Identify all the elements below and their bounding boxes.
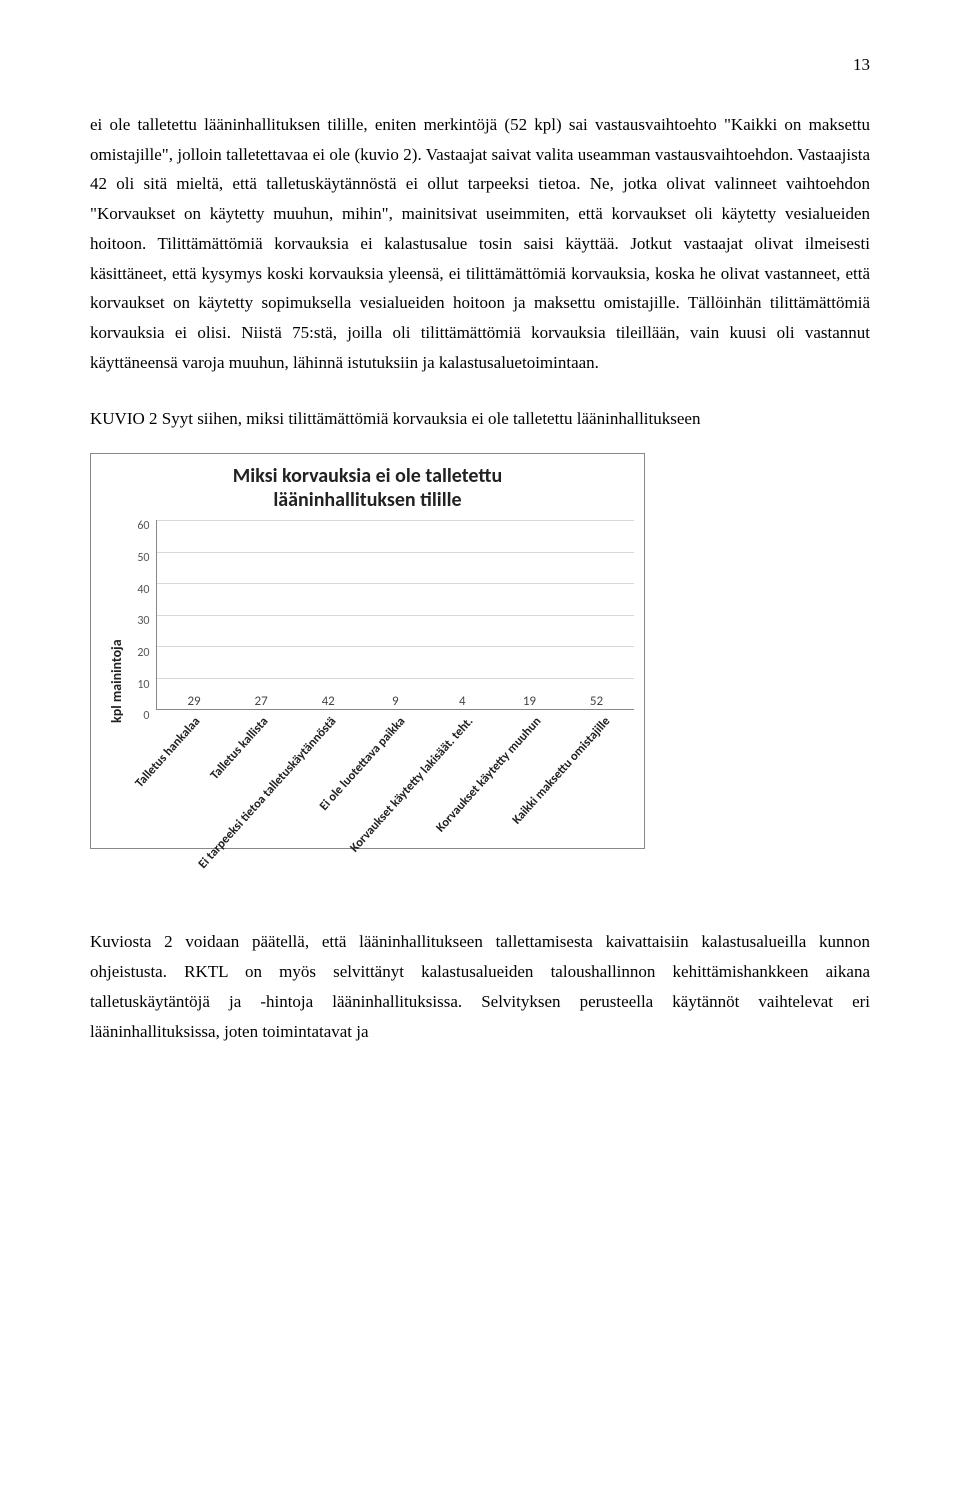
page-number: 13 (90, 50, 870, 80)
x-ticks: Talletus hankalaaTalletus kallistaEi tar… (130, 712, 635, 842)
x-tick-label: Talletus hankalaa (130, 712, 206, 793)
paragraph-1: ei ole talletettu lääninhallituksen tili… (90, 110, 870, 378)
bar-value-label: 29 (173, 691, 215, 714)
bar-value-label: 19 (508, 691, 550, 714)
bars-region: 292742941952 (156, 520, 635, 710)
bar-value-label: 4 (441, 691, 483, 714)
bars: 292742941952 (157, 520, 635, 709)
y-ticks: 0102030405060 (130, 520, 156, 710)
chart-title: Miksi korvauksia ei ole talletettu lääni… (101, 464, 634, 512)
y-axis-label: kpl mainintoja (101, 520, 130, 842)
chart-title-line1: Miksi korvauksia ei ole talletettu (233, 464, 502, 488)
chart-caption: KUVIO 2 Syyt siihen, miksi tilittämättöm… (90, 404, 870, 434)
bar-value-label: 42 (307, 691, 349, 714)
bar-value-label: 27 (240, 691, 282, 714)
plot-wrap: kpl mainintoja 0102030405060 29274294195… (101, 520, 634, 842)
bar-value-label: 52 (576, 691, 618, 714)
chart-title-line2: lääninhallituksen tilille (273, 488, 461, 512)
plot-area: 0102030405060 292742941952 (130, 520, 635, 710)
bar-value-label: 9 (374, 691, 416, 714)
x-tick-slot: Kaikki maksettu omistajille (566, 712, 634, 842)
chart-container: Miksi korvauksia ei ole talletettu lääni… (90, 453, 645, 849)
plot-column: 0102030405060 292742941952 Talletus hank… (130, 520, 635, 842)
paragraph-2: Kuviosta 2 voidaan päätellä, että läänin… (90, 927, 870, 1046)
